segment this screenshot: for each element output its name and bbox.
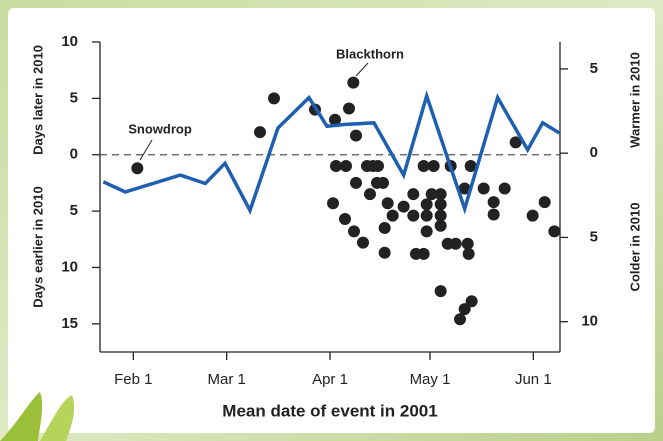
y-tick-label: 10 <box>61 33 78 50</box>
point <box>463 248 475 260</box>
point <box>357 237 369 249</box>
point <box>398 201 410 213</box>
point <box>421 210 433 222</box>
point <box>327 197 339 209</box>
y-tick-label: 0 <box>70 146 78 163</box>
point <box>387 210 399 222</box>
annotation: Blackthorn <box>336 46 404 61</box>
point <box>350 177 362 189</box>
y2-tick-label: 5 <box>590 228 598 245</box>
x-tick-label: May 1 <box>410 371 451 388</box>
x-tick-label: Feb 1 <box>114 371 152 388</box>
point <box>450 238 462 250</box>
point <box>407 210 419 222</box>
y-label-bottom: Days earlier in 2010 <box>30 186 45 307</box>
y-tick-label: 5 <box>70 202 78 219</box>
y-tick-label: 10 <box>61 258 78 275</box>
y2-label-top: Warmer in 2010 <box>627 52 642 148</box>
point <box>407 188 419 200</box>
point <box>421 225 433 237</box>
y-label-top: Days later in 2010 <box>30 45 45 155</box>
point <box>372 160 384 172</box>
y2-label-bottom: Colder in 2010 <box>627 203 642 292</box>
x-tick-label: Mar 1 <box>207 371 245 388</box>
point <box>428 160 440 172</box>
y-tick-label: 5 <box>70 89 78 106</box>
point <box>418 248 430 260</box>
point <box>435 285 447 297</box>
point <box>527 210 539 222</box>
point <box>499 183 511 195</box>
point <box>364 188 376 200</box>
x-tick-label: Jun 1 <box>515 371 552 388</box>
point <box>379 247 391 259</box>
x-label: Mean date of event in 2001 <box>222 401 437 420</box>
y-tick-label: 15 <box>61 315 78 332</box>
y2-tick-label: 5 <box>590 60 598 77</box>
y2-tick-label: 0 <box>590 144 598 161</box>
point <box>539 196 551 208</box>
x-tick-label: Apr 1 <box>312 371 348 388</box>
point <box>382 197 394 209</box>
point <box>462 238 474 250</box>
point <box>347 77 359 89</box>
point <box>435 220 447 232</box>
point <box>343 103 355 115</box>
point <box>488 208 500 220</box>
point <box>339 213 351 225</box>
annotation: Snowdrop <box>128 121 192 136</box>
point <box>268 92 280 104</box>
y2-tick-label: 10 <box>581 313 598 330</box>
chart: Days later in 2010 Days earlier in 2010 … <box>0 0 663 441</box>
point <box>435 198 447 210</box>
point <box>488 196 500 208</box>
point <box>131 162 143 174</box>
point <box>466 295 478 307</box>
point <box>340 160 352 172</box>
point <box>379 222 391 234</box>
point <box>348 225 360 237</box>
point <box>548 225 560 237</box>
panel <box>8 8 655 433</box>
point <box>478 183 490 195</box>
point <box>350 130 362 142</box>
point <box>377 177 389 189</box>
point <box>254 126 266 138</box>
